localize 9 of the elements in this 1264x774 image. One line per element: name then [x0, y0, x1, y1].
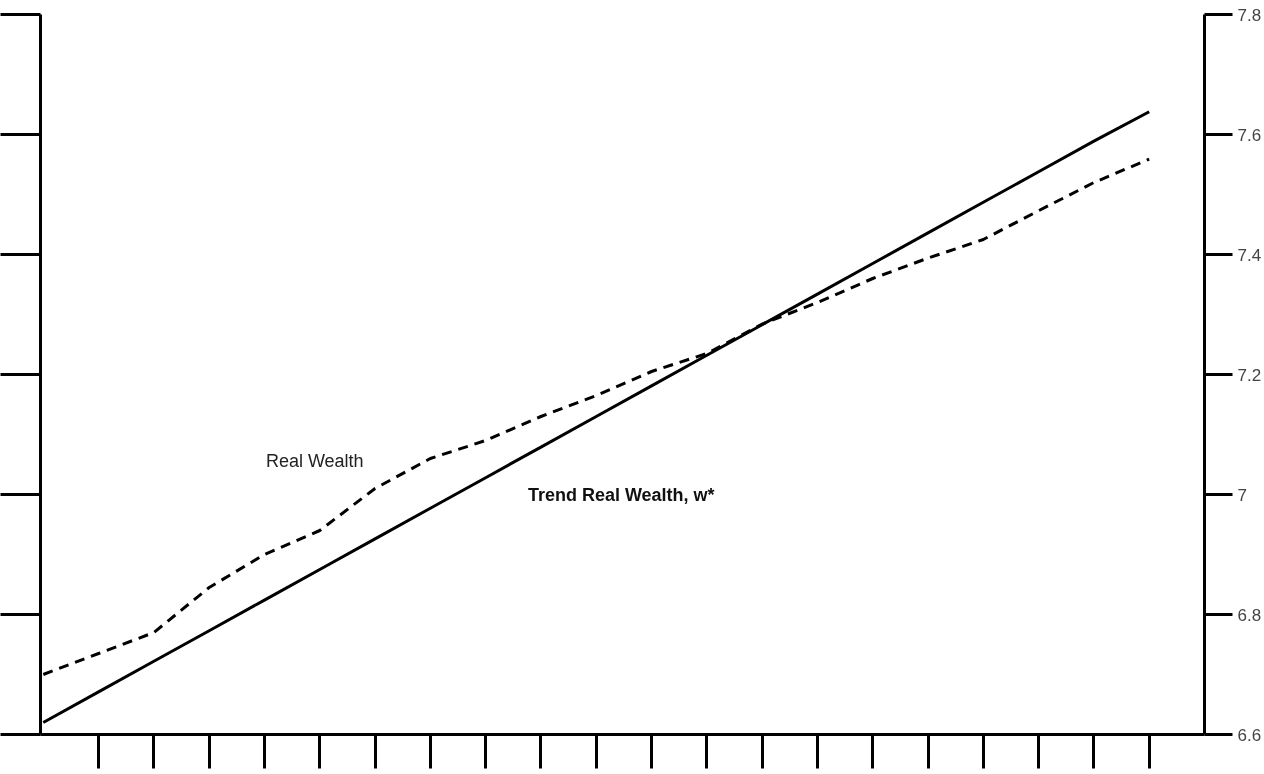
y-tick-label: 7.4 [1237, 245, 1262, 265]
series-label: Trend Real Wealth, w* [527, 484, 715, 505]
y-tick-label: 7.6 [1237, 125, 1262, 145]
y-tick-label: 7.8 [1237, 5, 1262, 25]
series-label: Real Wealth [265, 450, 364, 471]
y-tick-label: 7 [1237, 485, 1247, 505]
y-tick-label: 6.8 [1237, 605, 1262, 625]
y-tick-label: 6.6 [1237, 725, 1262, 745]
y-tick-label: 7.2 [1237, 365, 1262, 385]
